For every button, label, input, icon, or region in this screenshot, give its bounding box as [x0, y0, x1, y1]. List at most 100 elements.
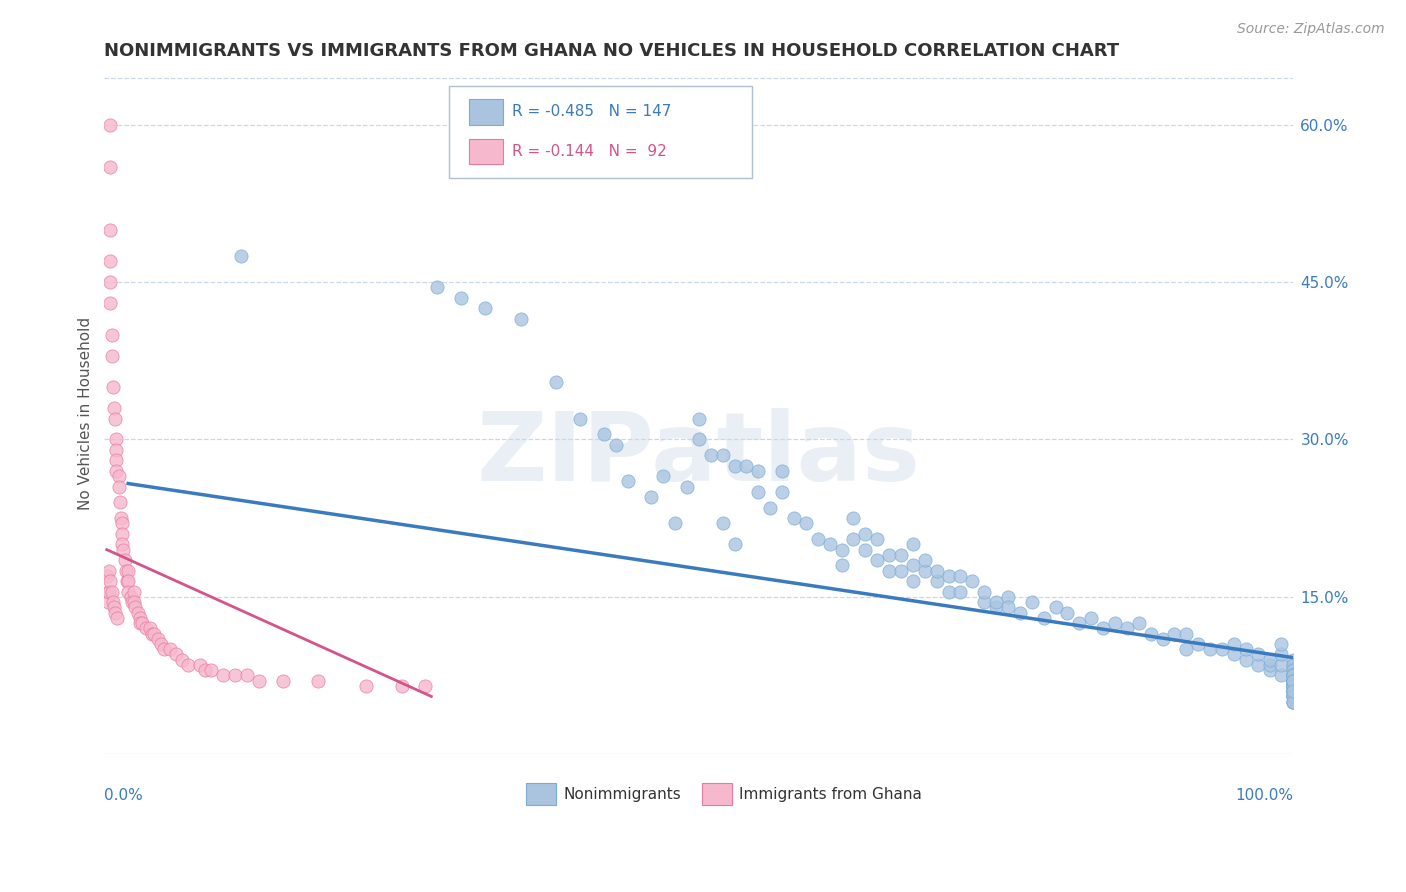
Point — [853, 542, 876, 557]
Point — [925, 574, 948, 588]
Point — [1282, 684, 1305, 698]
Point — [104, 606, 127, 620]
Point — [212, 668, 235, 682]
Point — [1282, 690, 1305, 704]
Point — [111, 537, 134, 551]
Point — [97, 595, 120, 609]
Point — [1282, 695, 1305, 709]
Point — [962, 574, 984, 588]
Point — [143, 626, 166, 640]
Point — [925, 564, 948, 578]
Point — [794, 516, 817, 531]
Point — [271, 673, 294, 688]
Point — [735, 458, 758, 473]
Point — [101, 380, 124, 394]
Point — [107, 480, 129, 494]
Point — [236, 668, 259, 682]
Bar — [703, 783, 733, 805]
Point — [103, 600, 125, 615]
Point — [1282, 684, 1305, 698]
FancyBboxPatch shape — [449, 86, 752, 178]
Point — [890, 548, 912, 562]
Point — [1223, 648, 1246, 662]
Point — [229, 249, 252, 263]
Point — [121, 595, 143, 609]
Point — [110, 511, 132, 525]
Point — [949, 569, 972, 583]
Point — [569, 411, 592, 425]
Point — [688, 433, 710, 447]
Point — [247, 673, 270, 688]
Point — [711, 516, 734, 531]
Point — [354, 679, 377, 693]
Point — [103, 401, 125, 415]
Point — [676, 480, 699, 494]
Point — [115, 574, 138, 588]
Point — [1128, 615, 1150, 630]
Point — [150, 637, 173, 651]
Text: Source: ZipAtlas.com: Source: ZipAtlas.com — [1237, 22, 1385, 37]
Bar — [526, 783, 557, 805]
Point — [107, 469, 129, 483]
Point — [1282, 695, 1305, 709]
Point — [747, 464, 769, 478]
Point — [831, 542, 853, 557]
Point — [307, 673, 329, 688]
Point — [1282, 663, 1305, 677]
Point — [98, 584, 121, 599]
Point — [1282, 679, 1305, 693]
Point — [1282, 690, 1305, 704]
Point — [129, 611, 152, 625]
Point — [1282, 668, 1305, 682]
Point — [108, 495, 131, 509]
Point — [1282, 673, 1305, 688]
Point — [1282, 684, 1305, 698]
Point — [114, 553, 136, 567]
Point — [711, 448, 734, 462]
Point — [1282, 668, 1305, 682]
Point — [1234, 653, 1257, 667]
Text: 0.0%: 0.0% — [104, 789, 143, 803]
Point — [98, 275, 121, 289]
Point — [153, 642, 176, 657]
Point — [1270, 657, 1292, 672]
Point — [1282, 679, 1305, 693]
Point — [1282, 663, 1305, 677]
Point — [1258, 657, 1281, 672]
Point — [1282, 679, 1305, 693]
Point — [890, 564, 912, 578]
Point — [640, 490, 662, 504]
Point — [818, 537, 841, 551]
Point — [120, 590, 142, 604]
Point — [117, 584, 139, 599]
Point — [1069, 615, 1091, 630]
Point — [122, 595, 145, 609]
Point — [176, 657, 198, 672]
Point — [1211, 642, 1233, 657]
Point — [1163, 626, 1185, 640]
Text: NONIMMIGRANTS VS IMMIGRANTS FROM GHANA NO VEHICLES IN HOUSEHOLD CORRELATION CHAR: NONIMMIGRANTS VS IMMIGRANTS FROM GHANA N… — [104, 42, 1119, 60]
Point — [770, 464, 793, 478]
Point — [1282, 679, 1305, 693]
Point — [1282, 690, 1305, 704]
Point — [98, 296, 121, 310]
Point — [98, 254, 121, 268]
Point — [938, 569, 960, 583]
Point — [770, 484, 793, 499]
Point — [100, 584, 122, 599]
Point — [1175, 626, 1198, 640]
Point — [111, 527, 134, 541]
Bar — [470, 138, 503, 164]
Point — [1175, 642, 1198, 657]
Point — [1282, 684, 1305, 698]
Point — [949, 584, 972, 599]
Point — [100, 327, 122, 342]
Point — [101, 595, 124, 609]
Point — [1282, 679, 1305, 693]
Point — [1282, 673, 1305, 688]
Point — [723, 458, 745, 473]
Y-axis label: No Vehicles in Household: No Vehicles in Household — [79, 317, 93, 510]
Point — [1021, 595, 1043, 609]
Point — [807, 532, 830, 546]
Point — [1282, 679, 1305, 693]
